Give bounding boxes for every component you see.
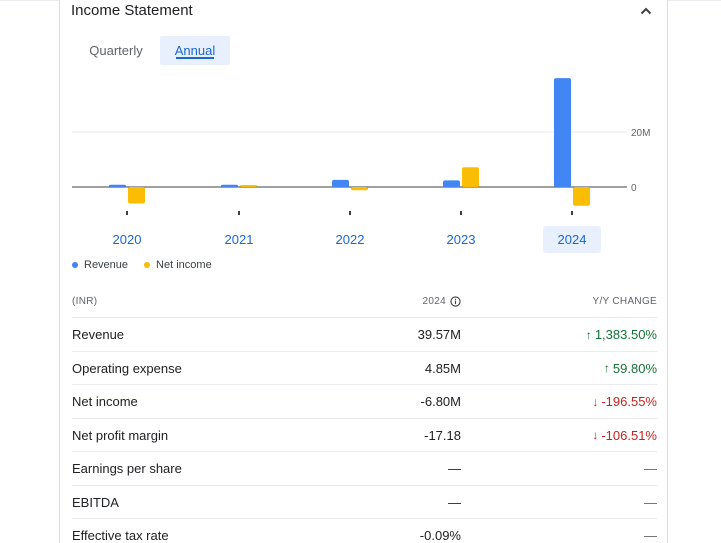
revenue-net-income-chart: 0 20M bbox=[72, 78, 650, 215]
arrow-down-icon: ↓ bbox=[592, 394, 599, 409]
revenue-bar-2023 bbox=[443, 180, 460, 187]
currency-label: (INR) bbox=[72, 296, 98, 307]
x-tick-2022 bbox=[349, 211, 351, 215]
change-header: Y/Y CHANGE bbox=[592, 296, 657, 307]
revenue-dot-icon bbox=[72, 262, 78, 268]
y-tick-label: 20M bbox=[631, 128, 650, 139]
table-row: Net income -6.80M ↓ -196.55% bbox=[72, 384, 657, 417]
legend-revenue-label: Revenue bbox=[84, 259, 129, 271]
net-income-bar-2024 bbox=[573, 187, 590, 206]
year-label-2023[interactable]: 2023 bbox=[446, 232, 476, 247]
row-value: — bbox=[448, 461, 461, 476]
row-change: ↑ 1,383.50% bbox=[586, 327, 657, 342]
row-label: EBITDA bbox=[72, 494, 119, 510]
year-header: 2024 bbox=[423, 296, 461, 307]
row-value: -17.18 bbox=[424, 427, 461, 443]
revenue-bar-2024 bbox=[554, 78, 571, 187]
row-label: Earnings per share bbox=[72, 461, 182, 476]
net-income-bar-2023 bbox=[462, 167, 479, 187]
row-label: Effective tax rate bbox=[72, 528, 169, 543]
x-tick-2020 bbox=[126, 211, 128, 215]
chevron-up-icon bbox=[640, 7, 652, 15]
table-row: Effective tax rate -0.09% — bbox=[72, 518, 657, 543]
row-change-value: -106.51% bbox=[601, 427, 657, 443]
year-header-label: 2024 bbox=[422, 296, 446, 307]
row-change-value: — bbox=[644, 461, 657, 476]
year-label-2020[interactable]: 2020 bbox=[112, 232, 142, 247]
tab-annual[interactable]: Annual bbox=[160, 36, 230, 65]
year-label-2021[interactable]: 2021 bbox=[224, 232, 254, 247]
year-label-2022[interactable]: 2022 bbox=[335, 232, 365, 247]
table-header: (INR) 2024 Y/Y CHANGE bbox=[72, 292, 657, 316]
revenue-bar-2021 bbox=[221, 184, 238, 187]
row-change-value: 59.80% bbox=[612, 360, 657, 376]
legend-revenue: Revenue bbox=[72, 259, 128, 271]
row-change: ↓ -106.51% bbox=[592, 428, 657, 443]
table-row: Net profit margin -17.18 ↓ -106.51% bbox=[72, 417, 657, 451]
row-change: ↓ -196.55% bbox=[592, 394, 657, 409]
row-label: Net profit margin bbox=[72, 427, 169, 443]
table-row: Revenue 39.57M ↑ 1,383.50% bbox=[72, 317, 657, 350]
card-title: Income Statement bbox=[71, 2, 193, 19]
row-label: Revenue bbox=[72, 327, 125, 342]
legend-net-income-label: Net income bbox=[156, 259, 212, 271]
tab-annual-label: Annual bbox=[174, 43, 216, 58]
row-change: — bbox=[644, 461, 657, 476]
row-label: Operating expense bbox=[72, 360, 182, 376]
arrow-up-icon: ↑ bbox=[603, 361, 610, 375]
row-change-value: — bbox=[644, 494, 657, 510]
tab-quarterly[interactable]: Quarterly bbox=[89, 43, 143, 58]
net-income-dot-icon bbox=[144, 262, 151, 268]
row-value: -0.09% bbox=[419, 528, 461, 543]
x-tick-2023 bbox=[460, 211, 462, 215]
row-value: -6.80M bbox=[420, 394, 461, 409]
revenue-bar-2020 bbox=[109, 184, 126, 187]
row-value: 4.85M bbox=[424, 360, 461, 376]
row-change: — bbox=[644, 528, 657, 543]
chart-legend: Revenue Net income bbox=[72, 259, 228, 271]
table-row: Operating expense 4.85M ↑ 59.80% bbox=[72, 350, 657, 384]
legend-net-income: Net income bbox=[144, 259, 212, 271]
info-icon[interactable] bbox=[450, 296, 461, 307]
row-value: — bbox=[448, 494, 461, 510]
arrow-up-icon: ↑ bbox=[585, 327, 592, 342]
row-label: Net income bbox=[72, 394, 138, 409]
row-change: — bbox=[644, 495, 657, 510]
y-tick-label: 0 bbox=[631, 183, 637, 194]
row-change: ↑ 59.80% bbox=[604, 361, 657, 376]
row-value: 39.57M bbox=[417, 327, 461, 342]
table-row: Earnings per share — — bbox=[72, 451, 657, 484]
revenue-bar-2022 bbox=[332, 179, 349, 187]
row-change-value: -196.55% bbox=[601, 394, 657, 409]
x-tick-2024 bbox=[571, 211, 573, 215]
collapse-button[interactable] bbox=[636, 2, 656, 20]
row-change-value: — bbox=[644, 528, 657, 543]
arrow-down-icon: ↓ bbox=[592, 428, 599, 442]
row-change-value: 1,383.50% bbox=[594, 327, 657, 342]
table-row: EBITDA — — bbox=[72, 484, 657, 518]
year-label-2024[interactable]: 2024 bbox=[543, 226, 601, 253]
net-income-bar-2022 bbox=[351, 187, 368, 191]
tab-active-indicator bbox=[176, 57, 214, 59]
net-income-bar-2020 bbox=[128, 187, 145, 204]
net-income-bar-2021 bbox=[240, 185, 257, 187]
x-tick-2021 bbox=[238, 211, 240, 215]
